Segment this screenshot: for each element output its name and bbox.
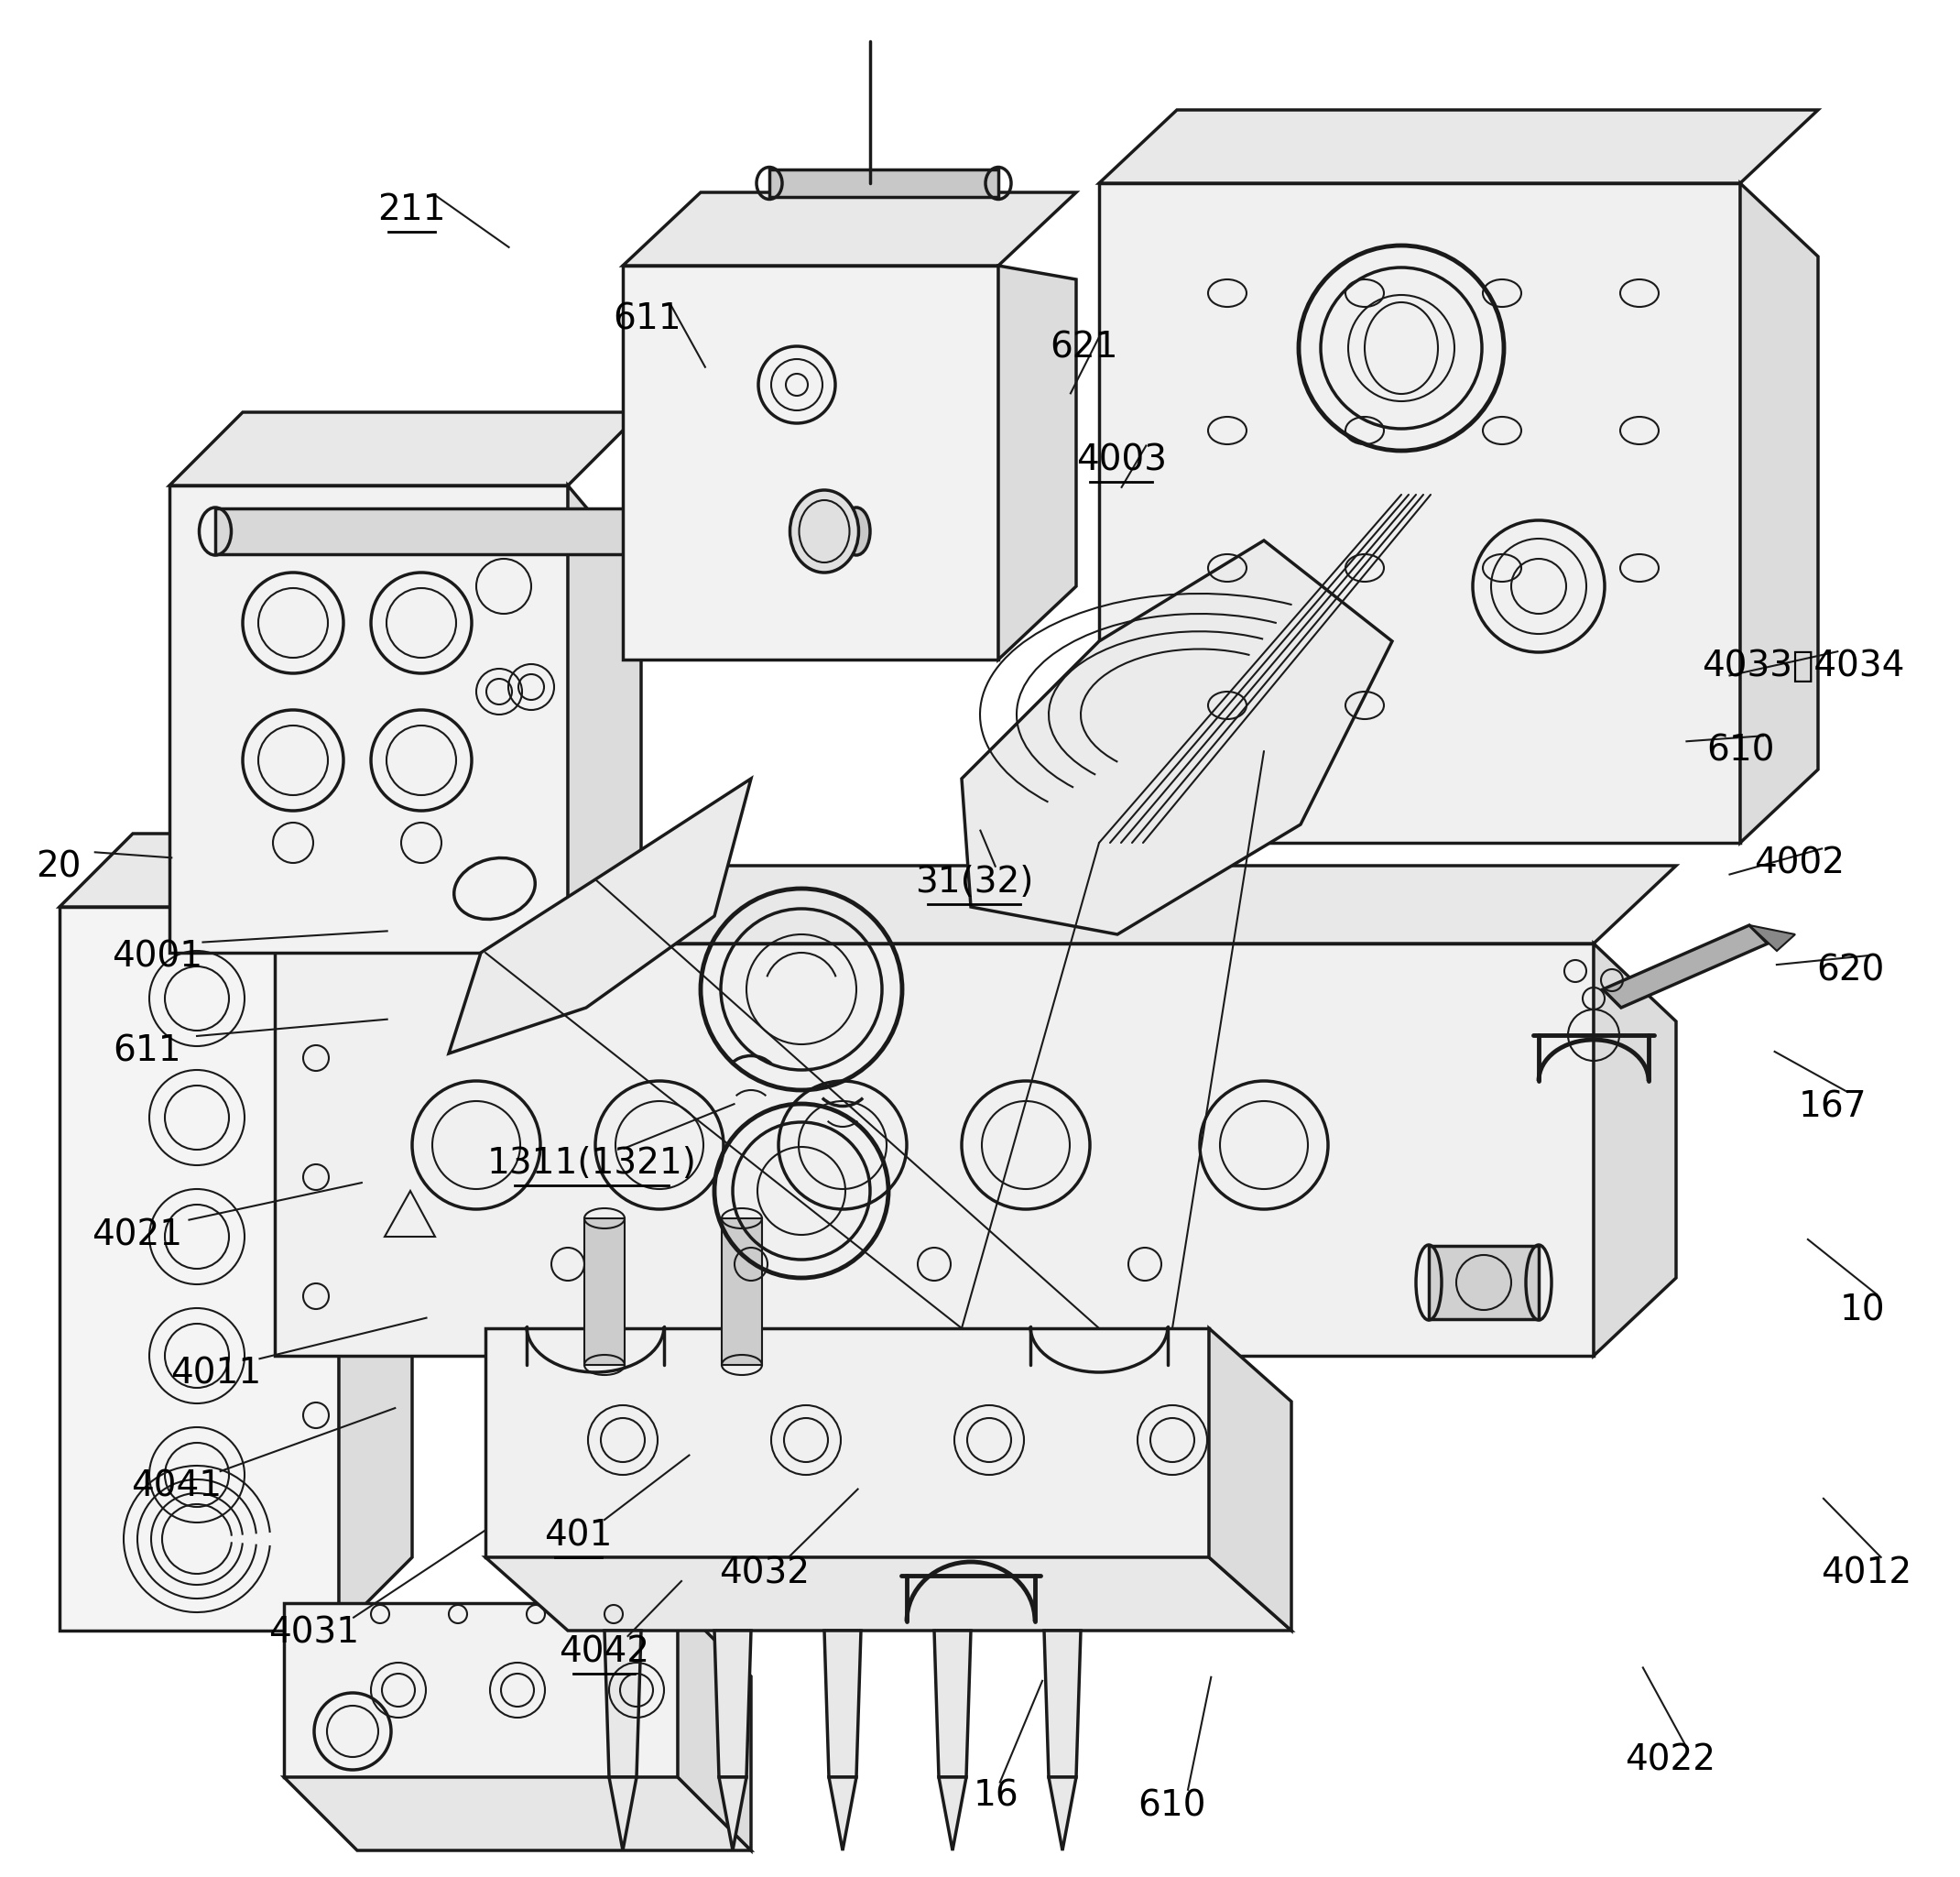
Polygon shape (713, 1631, 751, 1778)
Text: 611: 611 (114, 1034, 180, 1068)
Text: 4012: 4012 (1821, 1556, 1911, 1590)
Text: 610: 610 (1139, 1789, 1205, 1823)
Text: 4032: 4032 (719, 1556, 809, 1590)
Text: 4011: 4011 (171, 1357, 261, 1391)
Text: 4001: 4001 (112, 940, 202, 974)
Polygon shape (1100, 184, 1740, 843)
Text: 4031: 4031 (269, 1616, 359, 1650)
Text: 1311(1321): 1311(1321) (488, 1147, 696, 1181)
Ellipse shape (843, 507, 870, 556)
Polygon shape (1740, 184, 1819, 843)
Polygon shape (623, 267, 998, 659)
Text: 4022: 4022 (1625, 1744, 1715, 1778)
Polygon shape (719, 1778, 747, 1851)
Text: 611: 611 (613, 302, 680, 336)
Text: 167: 167 (1799, 1091, 1866, 1124)
Text: 610: 610 (1707, 734, 1774, 768)
Polygon shape (284, 1778, 751, 1851)
Text: 620: 620 (1817, 954, 1884, 987)
Polygon shape (939, 1778, 966, 1851)
Text: 4003: 4003 (1076, 443, 1166, 477)
Text: 20: 20 (35, 850, 82, 884)
Polygon shape (610, 1778, 637, 1851)
Polygon shape (604, 1631, 641, 1778)
Ellipse shape (790, 490, 858, 572)
Polygon shape (449, 779, 751, 1053)
Polygon shape (284, 1603, 678, 1778)
Polygon shape (770, 169, 998, 197)
Polygon shape (216, 509, 857, 554)
Polygon shape (1603, 925, 1768, 1008)
Polygon shape (721, 1218, 762, 1365)
Text: 621: 621 (1051, 330, 1117, 364)
Polygon shape (1100, 111, 1819, 184)
Text: 16: 16 (972, 1779, 1019, 1813)
Text: 211: 211 (378, 193, 445, 227)
Polygon shape (623, 191, 1076, 267)
Text: 401: 401 (545, 1518, 612, 1552)
Polygon shape (1045, 1631, 1080, 1778)
Polygon shape (59, 907, 339, 1631)
Polygon shape (829, 1778, 857, 1851)
Text: 4021: 4021 (92, 1218, 182, 1252)
Polygon shape (935, 1631, 970, 1778)
Polygon shape (825, 1631, 860, 1778)
Polygon shape (486, 1329, 1209, 1558)
Polygon shape (1750, 925, 1795, 952)
Text: 31(32): 31(32) (915, 865, 1033, 899)
Text: 4002: 4002 (1754, 847, 1844, 880)
Polygon shape (59, 833, 412, 907)
Polygon shape (998, 267, 1076, 659)
Polygon shape (962, 541, 1392, 935)
Polygon shape (1429, 1246, 1539, 1320)
Polygon shape (1593, 944, 1676, 1355)
Text: 10: 10 (1838, 1293, 1886, 1327)
Polygon shape (169, 413, 641, 486)
Polygon shape (1049, 1778, 1076, 1851)
Polygon shape (1209, 1329, 1292, 1631)
Text: 4033、4034: 4033、4034 (1701, 649, 1905, 683)
Polygon shape (274, 944, 1593, 1355)
Polygon shape (678, 1603, 751, 1851)
Text: 4042: 4042 (559, 1635, 649, 1669)
Polygon shape (169, 486, 568, 954)
Text: 4041: 4041 (131, 1470, 221, 1503)
Polygon shape (584, 1218, 625, 1365)
Polygon shape (339, 907, 412, 1631)
Polygon shape (274, 865, 1676, 944)
Polygon shape (486, 1558, 1292, 1631)
Polygon shape (568, 486, 641, 954)
